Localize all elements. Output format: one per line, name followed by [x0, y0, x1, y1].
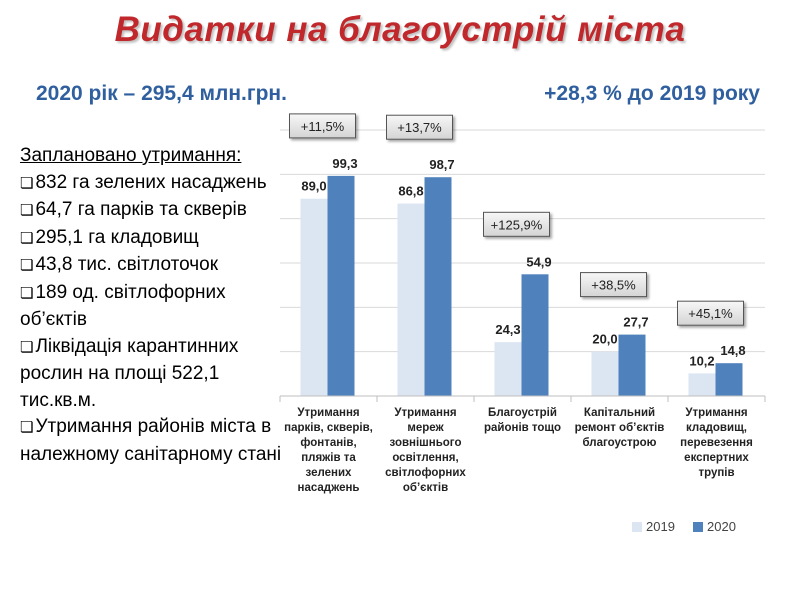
growth-badges: +11,5% +13,7% +125,9% +38,5% +45,1%: [289, 113, 744, 326]
legend-label-2019: 2019: [646, 519, 675, 534]
data-label-2019: 10,2: [689, 353, 714, 368]
bar-2019: [397, 203, 425, 396]
category-label-line: перевезення: [680, 437, 753, 449]
growth-badge: [289, 113, 356, 139]
growth-label: +125,9%: [491, 217, 543, 232]
slide-title: Видатки на благоустрій міста: [114, 10, 686, 49]
category-label-line: кладовищ,: [686, 422, 747, 434]
data-label-2019: 20,0: [592, 332, 617, 347]
category-label-line: ремонт об’єктів: [575, 422, 665, 434]
category-label-line: трупів: [698, 467, 734, 479]
growth-badge: [580, 272, 647, 298]
category-label-line: об’єктів: [403, 482, 448, 494]
growth-label: +11,5%: [301, 119, 345, 134]
category-label-line: благоустрою: [582, 437, 656, 449]
planned-item: 295,1 га кладовищ: [20, 225, 282, 253]
data-labels: 89,0 99,3 86,8 98,7 24,3 54,9 20,0 27,7 10,2 14,8: [301, 156, 745, 369]
category-label-line: мереж: [407, 422, 444, 434]
planned-item: 189 од. світлофорних об’єктів: [20, 280, 282, 334]
category-label-line: освітлення,: [392, 452, 458, 464]
bar-2020: [521, 274, 549, 396]
growth-badge: [386, 114, 453, 140]
bar-2020: [715, 363, 743, 396]
bar-2020: [618, 334, 646, 396]
category-label-line: пляжів та: [301, 452, 356, 464]
legend-swatch-2019: [632, 522, 642, 532]
growth-subtitle: +28,3 % до 2019 року: [544, 82, 760, 105]
bar-2020: [327, 175, 355, 396]
category-label-line: Утримання: [394, 407, 456, 419]
data-label-2019: 24,3: [495, 322, 520, 337]
category-label-line: зелених: [306, 467, 353, 479]
growth-label: +38,5%: [591, 278, 636, 293]
bar-2019: [494, 342, 522, 396]
axes: [279, 395, 766, 402]
category-label-line: Утримання: [685, 407, 747, 419]
total-subtitle: 2020 рік – 295,4 млн.грн.: [36, 82, 287, 105]
bars: [300, 175, 743, 396]
growth-badge: [677, 300, 744, 326]
data-label-2020: 27,7: [623, 315, 648, 330]
category-label: Капітальний ремонт об’єктів благоустрою: [575, 407, 665, 449]
data-label-2019: 89,0: [301, 179, 326, 194]
legend: 2019 2020: [632, 519, 736, 534]
category-label-line: районів тощо: [484, 422, 561, 434]
planned-item: Утримання районів міста в належному сані…: [20, 414, 282, 468]
category-label-line: парків, скверів,: [284, 422, 373, 434]
data-label-2020: 54,9: [526, 254, 551, 269]
legend-swatch-2020: [693, 522, 703, 532]
growth-label: +13,7%: [397, 120, 442, 135]
planned-list: Заплановано утримання: 832 га зелених на…: [20, 143, 282, 468]
data-label-2020: 98,7: [429, 157, 454, 172]
category-label-line: Утримання: [297, 407, 359, 419]
category-label: Утримання парків, скверів, фонтанів, пляжів…: [284, 407, 373, 494]
category-label-line: насаджень: [298, 482, 360, 494]
growth-label: +45,1%: [688, 306, 733, 321]
planned-item: 43,8 тис. світлоточок: [20, 252, 282, 280]
category-label-line: Благоустрій: [488, 407, 557, 419]
bar-2020: [424, 177, 452, 396]
category-label: Утримання кладовищ, перевезення експертних т…: [680, 407, 753, 479]
planned-item: 832 га зелених насаджень: [20, 170, 282, 198]
bar-2019: [300, 198, 328, 396]
planned-item: Ліквідація карантинних рослин на площі 5…: [20, 334, 282, 415]
planned-item: 64,7 га парків та скверів: [20, 197, 282, 225]
category-label-line: світлофорних: [385, 467, 466, 479]
growth-badge: [483, 211, 550, 237]
data-label-2020: 14,8: [720, 343, 745, 358]
bar-2019: [591, 351, 619, 396]
legend-label-2020: 2020: [707, 519, 736, 534]
category-label-line: експертних: [684, 452, 749, 464]
data-label-2019: 86,8: [398, 184, 423, 199]
bar-2019: [688, 373, 716, 396]
category-label-line: Капітальний: [584, 407, 655, 419]
category-label: Утримання мереж зовнішнього освітлення, світ…: [385, 407, 466, 494]
category-label-line: зовнішнього: [390, 437, 462, 449]
data-label-2020: 99,3: [332, 156, 357, 171]
category-labels: Утримання парків, скверів, фонтанів, пляжів…: [284, 407, 753, 494]
category-label: Благоустрій районів тощо: [484, 407, 561, 434]
planned-heading: Заплановано утримання:: [20, 145, 242, 166]
category-label-line: фонтанів,: [300, 437, 356, 449]
